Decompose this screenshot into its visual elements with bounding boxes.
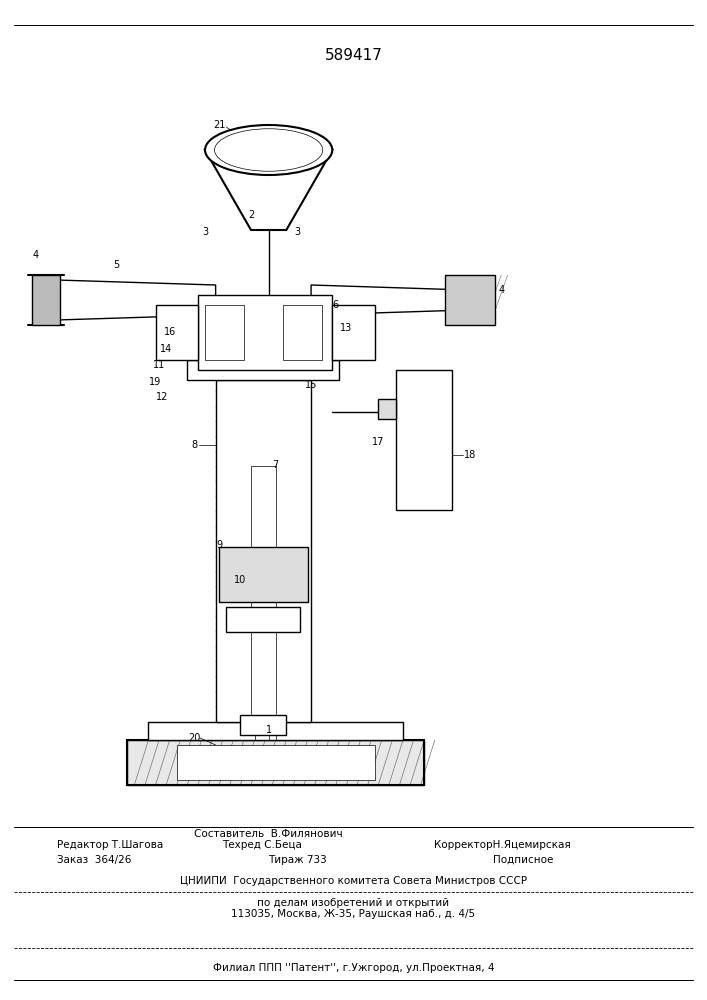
Bar [251, 466, 276, 722]
Polygon shape [205, 150, 332, 230]
Bar [198, 295, 332, 370]
Text: Подписное: Подписное [493, 855, 554, 865]
Text: 589417: 589417 [325, 47, 382, 62]
Polygon shape [57, 280, 216, 320]
Text: 9: 9 [216, 540, 222, 550]
Text: 1: 1 [266, 725, 271, 735]
Bar [127, 740, 424, 785]
Text: 14: 14 [160, 344, 173, 354]
Bar [240, 715, 286, 735]
Text: Заказ  364/26: Заказ 364/26 [57, 855, 131, 865]
Bar [148, 722, 403, 740]
Text: 19: 19 [149, 377, 162, 387]
Text: Техред С.Беца: Техред С.Беца [222, 840, 301, 850]
Polygon shape [311, 285, 467, 315]
Bar [32, 275, 60, 325]
Bar [201, 335, 325, 360]
Bar [378, 399, 396, 419]
Text: 2: 2 [248, 210, 254, 220]
Ellipse shape [205, 125, 332, 175]
Bar [283, 305, 322, 360]
Bar [219, 547, 308, 602]
Text: 7: 7 [273, 460, 279, 470]
Bar [396, 370, 452, 510]
Text: 18: 18 [464, 450, 477, 460]
Text: 12: 12 [156, 392, 169, 402]
Text: 4: 4 [33, 250, 38, 260]
Text: 10: 10 [234, 575, 247, 585]
Text: по делам изобретений и открытий: по делам изобретений и открытий [257, 898, 450, 908]
Text: 20: 20 [188, 733, 201, 743]
Text: 8: 8 [192, 440, 197, 450]
Text: Тираж 733: Тираж 733 [267, 855, 327, 865]
Bar [226, 607, 300, 632]
Text: 113035, Москва, Ж-35, Раушская наб., д. 4/5: 113035, Москва, Ж-35, Раушская наб., д. … [231, 909, 476, 919]
Text: 11: 11 [153, 360, 165, 370]
Text: ЦНИИПИ  Государственного комитета Совета Министров СССР: ЦНИИПИ Государственного комитета Совета … [180, 876, 527, 886]
Text: 21: 21 [213, 120, 226, 130]
Text: 5: 5 [114, 260, 119, 270]
Text: 6: 6 [333, 300, 339, 310]
Text: 3: 3 [202, 227, 208, 237]
Text: Составитель  В.Филянович: Составитель В.Филянович [194, 829, 343, 839]
Text: Редактор Т.Шагова: Редактор Т.Шагова [57, 840, 163, 850]
Bar [332, 305, 375, 360]
Text: 13: 13 [340, 323, 353, 333]
Bar [445, 275, 495, 325]
Bar [156, 305, 198, 360]
Bar [177, 745, 375, 780]
Bar [216, 380, 311, 722]
Text: Филиал ППП ''Патент'', г.Ужгород, ул.Проектная, 4: Филиал ППП ''Патент'', г.Ужгород, ул.Про… [213, 963, 494, 973]
Text: 15: 15 [305, 380, 317, 390]
Bar [209, 310, 318, 335]
Bar [187, 360, 339, 380]
Text: 17: 17 [372, 437, 385, 447]
Text: 3: 3 [294, 227, 300, 237]
Bar [127, 740, 424, 785]
Text: КорректорН.Яцемирская: КорректорН.Яцемирская [433, 840, 571, 850]
Text: 16: 16 [163, 327, 176, 337]
Text: 4: 4 [499, 285, 505, 295]
Bar [205, 305, 244, 360]
